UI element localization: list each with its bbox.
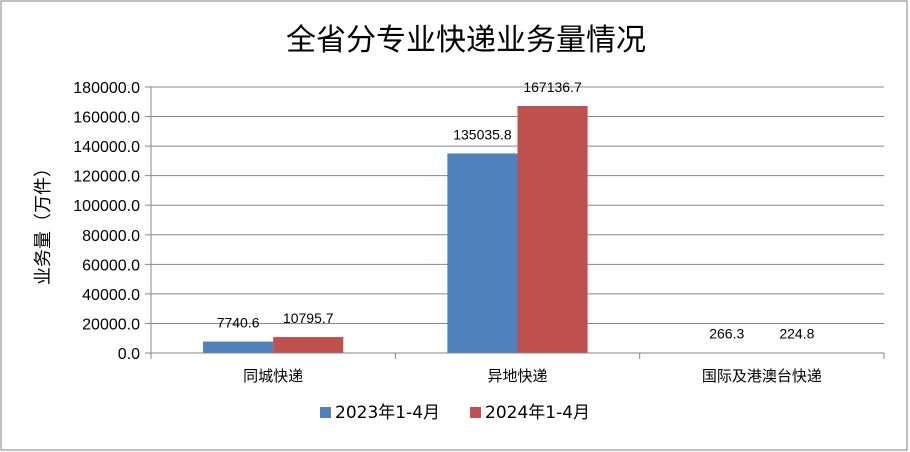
y-tick-label: 140000.0 xyxy=(73,139,140,156)
y-tick-label: 160000.0 xyxy=(73,110,140,127)
x-tick-label: 同城快递 xyxy=(243,367,303,385)
bar xyxy=(273,337,344,353)
y-tick-label: 180000.0 xyxy=(73,80,140,97)
chart-title: 全省分专业快递业务量情况 xyxy=(286,23,646,58)
axes xyxy=(150,87,885,359)
y-tick-label: 40000.0 xyxy=(82,287,140,304)
y-axis-label: 业务量（万件） xyxy=(33,159,54,285)
data-label: 266.3 xyxy=(709,326,744,342)
bars xyxy=(203,106,832,354)
y-tick-label: 80000.0 xyxy=(82,228,140,245)
legend-swatch xyxy=(470,407,482,418)
x-tick-label: 异地快递 xyxy=(487,367,547,385)
data-labels: 7740.6 10795.7 135035.8 167136.7 266.3 224.8 xyxy=(217,79,815,342)
data-label: 135035.8 xyxy=(453,126,512,142)
y-tick-label: 20000.0 xyxy=(82,316,140,333)
x-tick-label: 国际及港澳台快递 xyxy=(702,367,822,385)
data-label: 224.8 xyxy=(779,326,814,342)
bar xyxy=(447,153,518,353)
data-label: 10795.7 xyxy=(283,310,334,326)
y-tick-label: 100000.0 xyxy=(73,198,140,215)
data-label: 167136.7 xyxy=(523,79,582,95)
legend-label: 2024年1-4月 xyxy=(485,403,590,423)
category-labels: 同城快递 异地快递 国际及港澳台快递 xyxy=(243,367,822,385)
bar xyxy=(517,106,588,354)
legend-swatch xyxy=(320,407,331,418)
bar xyxy=(203,341,274,353)
legend: 2023年1-4月 2024年1-4月 xyxy=(320,403,590,423)
legend-label: 2023年1-4月 xyxy=(335,403,440,423)
data-label: 7740.6 xyxy=(217,315,260,331)
y-tick-label: 60000.0 xyxy=(82,257,140,274)
y-tick-label: 0.0 xyxy=(118,346,140,363)
y-tick-labels: 0.0 20000.0 40000.0 60000.0 80000.0 100000.0 1… xyxy=(73,80,140,363)
y-tick-label: 120000.0 xyxy=(73,169,140,186)
